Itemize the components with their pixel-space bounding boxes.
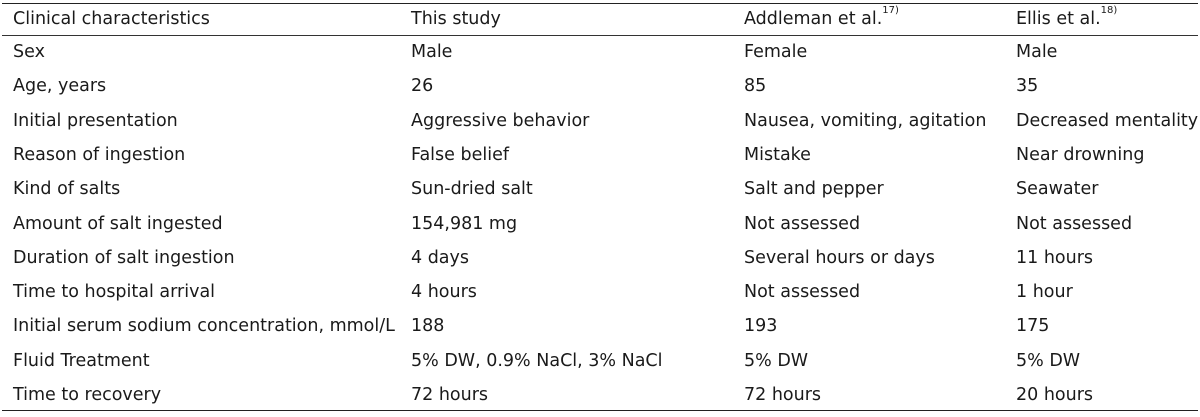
table-cell: 1 hour — [1016, 282, 1073, 303]
reference-superscript: 18) — [1100, 5, 1118, 16]
table-cell: 5% DW — [1016, 350, 1081, 371]
table-cell: Not assessed — [744, 282, 861, 303]
table-cell: Reason of ingestion — [13, 144, 186, 165]
table-cell: Decreased mentality — [1016, 110, 1199, 131]
table-cell: Mistake — [744, 144, 811, 165]
table-row: Initial serum sodium concentration, mmol… — [2, 310, 1198, 342]
table-cell: Kind of salts — [13, 179, 121, 200]
table-cell: Amount of salt ingested — [13, 213, 223, 234]
table-cell: 85 — [744, 76, 767, 97]
table-cell: Salt and pepper — [744, 179, 884, 200]
table-cell: Nausea, vomiting, agitation — [744, 110, 987, 131]
table-cell: Age, years — [13, 76, 107, 97]
table-row: Amount of salt ingested 154,981 mg Not ass… — [2, 208, 1198, 240]
table-cell: Not assessed — [744, 213, 861, 234]
table-cell: 72 hours — [411, 385, 489, 405]
table-cell: Initial presentation — [13, 110, 178, 131]
table-cell: Fluid Treatment — [13, 350, 150, 371]
table-cell: Male — [411, 42, 453, 62]
comparison-table: Clinical characteristics This study Addl… — [2, 3, 1198, 411]
table-cell: False belief — [411, 144, 510, 165]
table-cell: 26 — [411, 76, 434, 97]
table-row: Sex Male Female Male — [2, 36, 1198, 68]
header-cell: Addleman et al.17) — [744, 5, 899, 29]
table-cell: Male — [1016, 42, 1058, 62]
table-header-row: Clinical characteristics This study Addl… — [2, 4, 1198, 36]
reference-superscript: 17) — [882, 5, 899, 16]
table-row: Time to recovery 72 hours 72 hours 20 hours — [2, 379, 1198, 411]
table-cell: Initial serum sodium concentration, mmol… — [13, 316, 395, 337]
table-cell: 154,981 mg — [411, 213, 518, 234]
table-row: Fluid Treatment 5% DW, 0.9% NaCl, 3% NaCl… — [2, 345, 1198, 377]
table-cell: Sun-dried salt — [411, 179, 533, 200]
table-cell: Sex — [13, 42, 45, 62]
table-row: Reason of ingestion False belief Mistake Ne… — [2, 139, 1198, 171]
table-cell: Near drowning — [1016, 144, 1145, 165]
table-row: Time to hospital arrival 4 hours Not asses… — [2, 276, 1198, 308]
header-cell: Clinical characteristics — [13, 9, 210, 29]
table-cell: Aggressive behavior — [411, 110, 590, 131]
table-cell: 5% DW, 0.9% NaCl, 3% NaCl — [411, 350, 663, 371]
table-row: Kind of salts Sun-dried salt Salt and pepp… — [2, 173, 1198, 205]
table-cell: 193 — [744, 316, 778, 337]
table-cell: Time to recovery — [13, 385, 162, 405]
table-cell: 4 hours — [411, 282, 477, 303]
table-row: Initial presentation Aggressive behavior N… — [2, 105, 1198, 137]
table-cell: 35 — [1016, 76, 1039, 97]
table-cell: Time to hospital arrival — [13, 282, 216, 303]
table-cell: Seawater — [1016, 179, 1099, 200]
table-cell: 20 hours — [1016, 385, 1094, 405]
table-row: Duration of salt ingestion 4 days Several … — [2, 242, 1198, 274]
table-cell: Duration of salt ingestion — [13, 247, 235, 268]
table-row: Age, years 26 85 35 — [2, 70, 1198, 102]
table-cell: Female — [744, 42, 808, 62]
table-cell: 175 — [1016, 316, 1050, 337]
header-cell: Ellis et al.18) — [1016, 5, 1118, 29]
table-cell: Not assessed — [1016, 213, 1133, 234]
table-cell: Several hours or days — [744, 247, 935, 268]
table-cell: 4 days — [411, 247, 470, 268]
table-cell: 188 — [411, 316, 445, 337]
table-cell: 5% DW — [744, 350, 809, 371]
table-cell: 72 hours — [744, 385, 822, 405]
header-cell: This study — [411, 9, 501, 29]
table-cell: 11 hours — [1016, 247, 1094, 268]
